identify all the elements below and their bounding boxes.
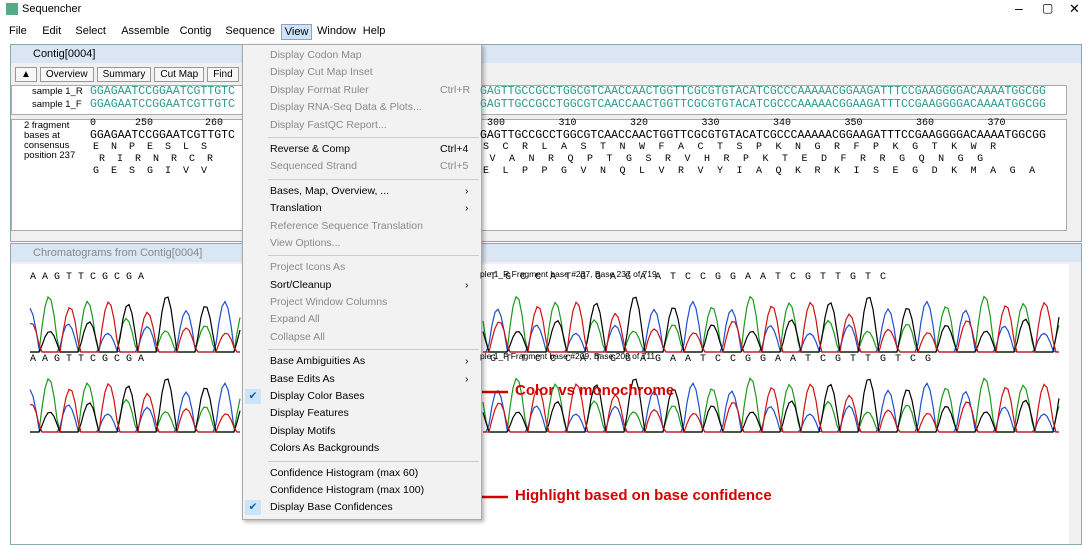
trace-bases: G T T C C C A T G G A G A A T C C G G A … [490,354,933,365]
menu-item[interactable]: Colors As Backgrounds [243,440,481,457]
check-mark: ✔ [245,389,261,404]
menu-item[interactable]: Translation › [243,200,481,217]
menu-item: Reference Sequence Translation [243,218,481,235]
consensus: GAGTTGCCGCCTGGCGTCAACCAACTGGTTCGCGTGTACA… [480,129,1046,142]
menu-item: Collapse All [243,329,481,346]
menu-item[interactable]: Display Features [243,405,481,422]
menu-label: Base Edits As [270,373,335,385]
ruler-label: 320 [630,118,648,129]
menu-shortcut: Ctrl+R [440,82,470,99]
translation: S C R L A S T N W F A C T S P K N G R F … [483,142,997,153]
menu-label: Project Window Columns [270,296,387,308]
annotation: Highlight based on base confidence [515,487,772,504]
ruler-label: 360 [916,118,934,129]
check-mark: ✔ [245,500,261,515]
menu-item: Expand All [243,311,481,328]
trace-bases: A A G T T C G C G A [30,354,144,365]
translation: E N P E S L S [93,142,207,153]
sequence: GAGTTGCCGCCTGGCGTCAACCAACTGGTTCGCGTGTACA… [480,98,1046,111]
menu-shortcut: Ctrl+5 [440,158,468,175]
menu-item[interactable]: Confidence Histogram (max 60) [243,465,481,482]
menu-label: Bases, Map, Overview, ... [270,185,389,197]
ruler-label: 260 [205,118,223,129]
sequence: GGAGAATCCGGAATCGTTGTC [90,98,235,111]
sample-name: sample 1_R [32,86,83,97]
menu-label: Display Base Confidences [270,501,393,513]
ruler-label: 370 [988,118,1006,129]
sequence: GAGTTGCCGCCTGGCGTCAACCAACTGGTTCGCGTGTACA… [480,85,1046,98]
translation: V A N R Q P T G S R V H R P K T E D F R … [483,154,984,165]
sample-name: sample 1_F [32,99,82,110]
menu-label: Display FastQC Report... [270,119,387,131]
sequence: GGAGAATCCGGAATCGTTGTC [90,85,235,98]
menu-label: Project Icons As [270,261,345,273]
menu-item[interactable]: Base Ambiguities As › [243,353,481,370]
menu-label: Sequenced Strand [270,160,357,172]
menu-label: Confidence Histogram (max 60) [270,467,418,479]
menu-label: Display Format Ruler [270,84,369,96]
ruler-label: 340 [773,118,791,129]
menu-label: Translation [270,202,322,214]
view-menu: Display Codon Map Display Cut Map Inset Di… [242,44,482,520]
menu-separator [268,255,479,256]
consensus-label: 2 fragment bases at consensus position 2… [24,121,84,161]
submenu-arrow: › [465,183,469,200]
consensus: GGAGAATCCGGAATCGTTGTC [90,129,235,142]
ruler-label: 350 [845,118,863,129]
menu-item: Display Codon Map [243,47,481,64]
menu-item: Display FastQC Report... [243,117,481,134]
menu-separator [268,461,479,462]
trace-bases: A A G T T C G C G A [30,272,144,283]
menu-label: Display Color Bases [270,390,365,402]
menu-label: Sort/Cleanup [270,279,331,291]
menu-label: Display RNA-Seq Data & Plots... [270,101,422,113]
page: Sequencher – ▢ ✕ FileEditSelectAssembleC… [0,0,1088,538]
ruler-label: 0 [90,118,96,129]
menu-label: Reference Sequence Translation [270,220,423,232]
menu-separator [268,137,479,138]
translation: R I R N R C R [93,154,213,165]
menu-label: Display Codon Map [270,49,362,61]
menu-label: Display Motifs [270,425,335,437]
annotation: Color vs monochrome [515,382,674,399]
menu-label: Reverse & Comp [270,143,350,155]
menu-item: Project Window Columns [243,294,481,311]
ruler-label: 250 [135,118,153,129]
menu-label: Base Ambiguities As [270,355,365,367]
menu-item: Display Cut Map Inset [243,64,481,81]
menu-item[interactable]: Bases, Map, Overview, ... › [243,183,481,200]
menu-label: Display Features [270,407,349,419]
submenu-arrow: › [465,277,469,294]
menu-label: Display Cut Map Inset [270,66,373,78]
menu-item[interactable]: Base Edits As › [243,371,481,388]
menu-item: View Options... [243,235,481,252]
menu-label: Expand All [270,313,320,325]
menu-item[interactable]: Reverse & Comp Ctrl+4 [243,141,481,158]
menu-separator [268,349,479,350]
ruler-label: 300 [487,118,505,129]
ruler-label: 310 [559,118,577,129]
menu-item[interactable]: Sort/Cleanup › [243,277,481,294]
menu-label: Collapse All [270,331,325,343]
submenu-arrow: › [465,200,469,217]
ruler-label: 330 [702,118,720,129]
translation: E L P P G V N Q L V R V Y I A Q K R K I … [483,166,1036,177]
menu-label: Colors As Backgrounds [270,442,379,454]
submenu-arrow: › [465,353,469,370]
menu-item: Display RNA-Seq Data & Plots... [243,99,481,116]
menu-item: Project Icons As [243,259,481,276]
trace-bases: T G C C A T G G A G A A T C C G G A A T … [490,272,888,283]
translation: G E S G I V V [93,166,207,177]
menu-separator [268,179,479,180]
menu-item[interactable]: Display Motifs [243,423,481,440]
menu-item[interactable]: Display Base Confidences ✔ [243,499,481,516]
menu-item: Display Format Ruler Ctrl+R [243,82,481,99]
menu-shortcut: Ctrl+4 [440,141,468,158]
menu-item[interactable]: Display Color Bases ✔ [243,388,481,405]
menu-label: Confidence Histogram (max 100) [270,484,424,496]
submenu-arrow: › [465,371,469,388]
menu-item: Sequenced Strand Ctrl+5 [243,158,481,175]
menu-label: View Options... [270,237,340,249]
menu-item[interactable]: Confidence Histogram (max 100) [243,482,481,499]
